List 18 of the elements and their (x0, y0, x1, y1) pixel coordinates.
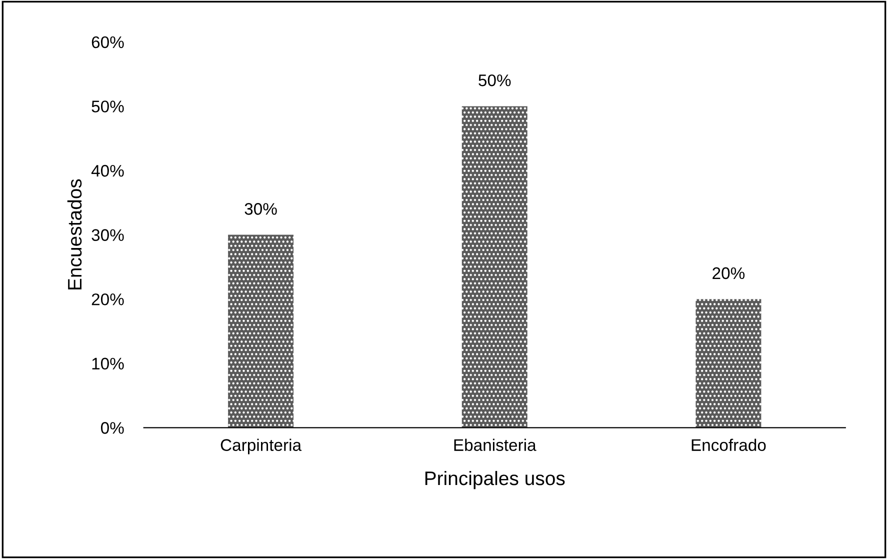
y-tick-label: 60% (92, 36, 124, 48)
y-tick-label: 30% (92, 229, 124, 241)
data-label: 30% (244, 203, 277, 215)
y-tick-label: 0% (100, 422, 124, 434)
y-tick-label: 40% (91, 164, 124, 177)
bar (228, 234, 294, 428)
x-tick-label: Ebanisteria (454, 438, 536, 451)
x-axis-title: Principales usos (425, 470, 565, 490)
bar (462, 106, 528, 428)
x-tick-label: Encofrado (692, 438, 766, 451)
bar (696, 299, 762, 428)
y-tick-label: 50% (92, 100, 124, 112)
y-tick-label: 10% (92, 358, 124, 370)
x-tick-label: Carpinteria (220, 438, 302, 454)
y-axis-title: Encuestados (67, 179, 82, 290)
y-tick-label: 20% (92, 293, 124, 306)
data-label: 50% (478, 74, 511, 86)
data-label: 20% (712, 267, 745, 280)
